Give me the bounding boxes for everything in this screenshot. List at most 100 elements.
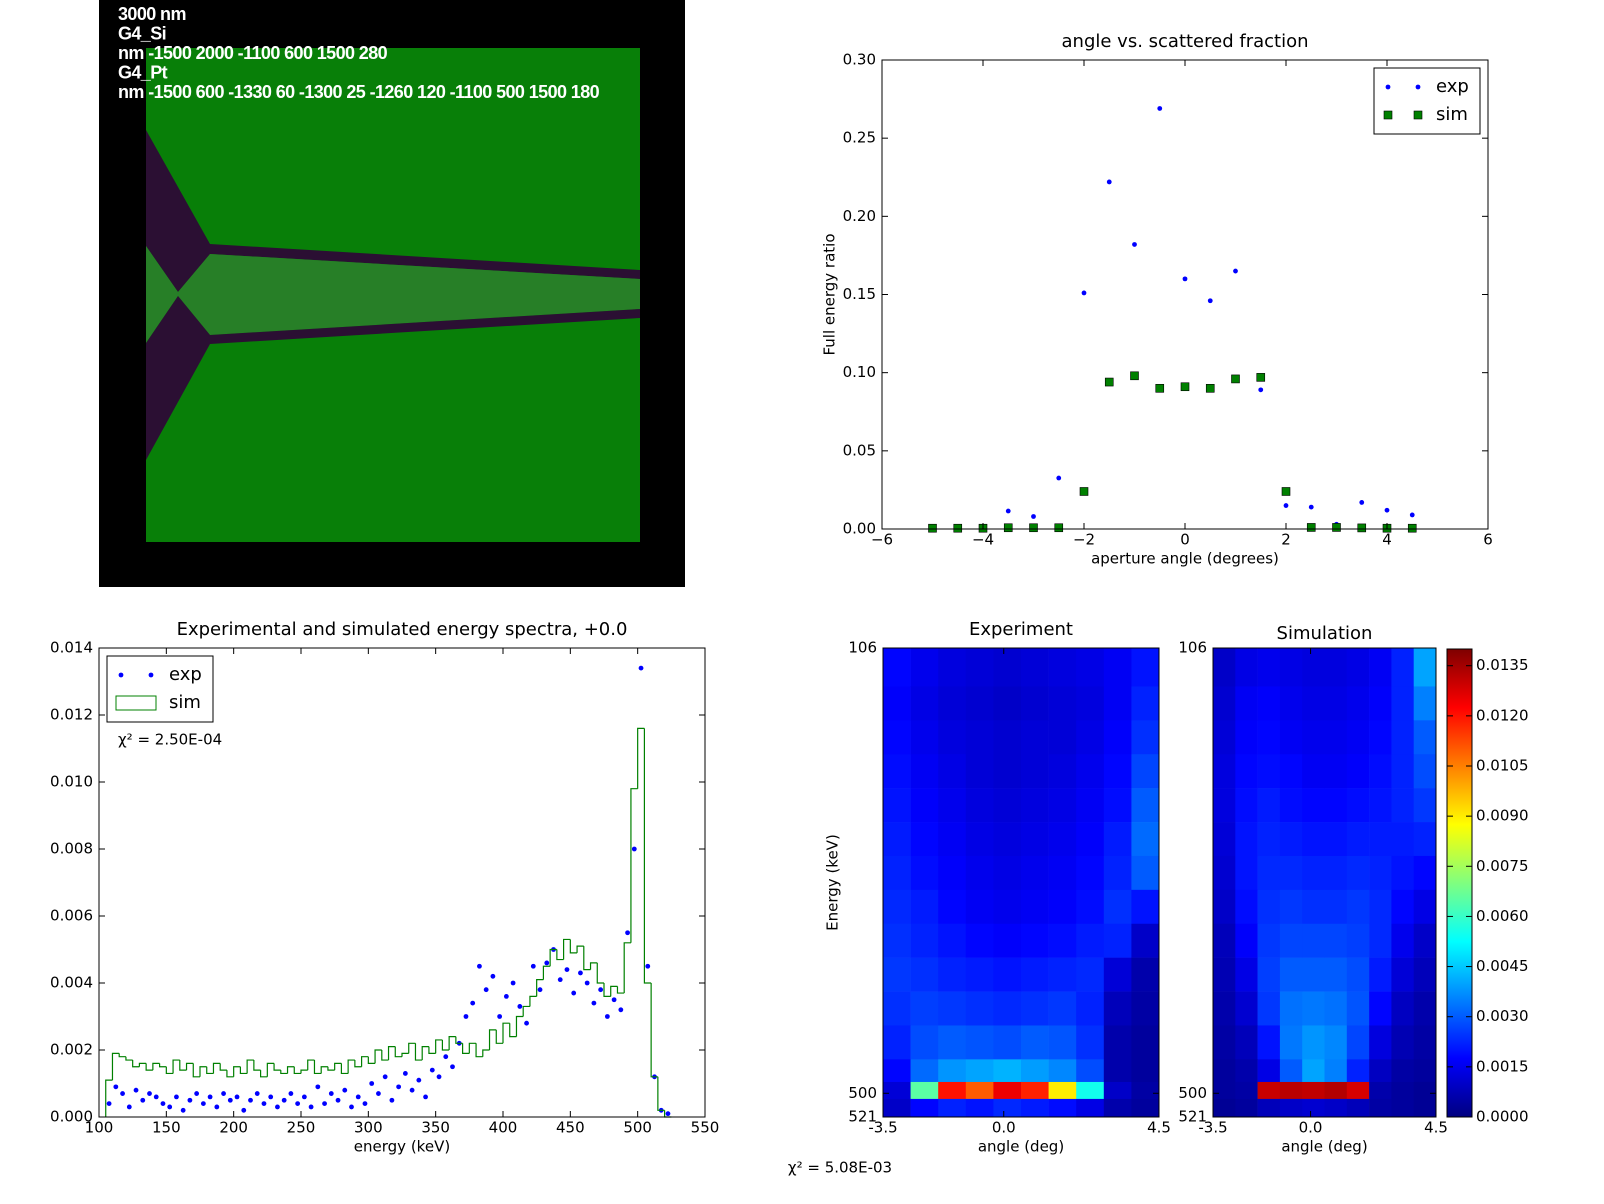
point [147,1091,152,1096]
point [645,963,651,969]
point [928,523,937,533]
colorbar-tick-label: 0.0030 [1476,1007,1529,1025]
point [174,1094,179,1100]
heat-cell [1279,855,1303,891]
heat-cell [1131,788,1160,823]
heat-cell [1413,991,1437,1026]
heat-cell [910,822,939,857]
figure-annotation: χ² = 5.08E-03 [788,1159,892,1177]
heat-cell [1346,889,1370,925]
heat-cell [938,1025,967,1060]
heat-cell [1213,1098,1236,1118]
geometry-label: nm -1500 600 -1330 60 -1300 25 -1260 120… [118,82,600,102]
hist-step [482,1049,490,1057]
point [221,1091,226,1096]
legend-swatch [1415,84,1421,90]
heat-cell [883,991,911,1026]
point [497,1014,503,1019]
heat-cell [993,1098,1022,1118]
heat-cell [1076,1098,1105,1118]
point [1054,523,1064,533]
point [953,523,963,533]
hist-step [448,1036,456,1050]
heat-cell [1076,889,1105,925]
heat-cell [1235,788,1258,823]
colorbar-tick-label: 0.0075 [1476,857,1529,875]
heat-cell [883,889,911,925]
heat-cell [1048,1059,1077,1083]
heat-cell [1235,1059,1258,1083]
point [308,1104,314,1110]
hist-step [367,1056,376,1064]
point [402,1071,408,1076]
heat-cell [965,822,994,857]
legend-label: exp [169,664,202,685]
heat-cell [1279,754,1303,789]
heat-cell [1302,788,1325,823]
hist-step [125,1056,133,1061]
hist-step [549,948,557,967]
heat-cell [993,1059,1022,1083]
heat-cell [1346,686,1370,721]
point [288,1091,294,1096]
heat-cell [993,923,1022,958]
point [625,930,630,936]
heat-cell [1324,648,1348,687]
point [362,1101,368,1106]
hist-step [233,1066,241,1077]
heat-cell [1048,855,1077,891]
hist-step [340,1063,349,1075]
x-axis-label: energy (keV) [354,1138,450,1156]
heat-cell [1103,822,1132,857]
heat-cell [1346,1025,1370,1060]
heat-cell [883,648,911,687]
heat-cell [1302,1098,1325,1118]
heat-cell [1369,1059,1392,1083]
hist-step [347,1059,355,1074]
heat-cell [1413,720,1437,755]
heat-cell [910,889,939,925]
heat-cell [1391,1059,1414,1083]
heat-cell [1369,1098,1392,1118]
y-tick-label: 521 [848,1108,877,1126]
point [463,1014,469,1019]
heat-cell [883,822,911,857]
heat-cell [1213,754,1236,789]
heat-cell [1131,957,1160,992]
heat-cell [1131,923,1160,958]
point [382,1074,388,1080]
point [322,1101,327,1106]
heat-cell [1076,788,1105,823]
heat-cell [1213,991,1236,1026]
hist-step [401,1052,409,1057]
heat-cell [883,855,911,891]
colorbar-tick-label: 0.0135 [1476,656,1529,674]
heat-cell [938,754,967,789]
heat-cell [1076,754,1105,789]
heat-cell [1279,1059,1303,1083]
y-tick-label: 0.004 [50,974,93,992]
heat-cell [1346,648,1370,687]
heat-cell [1391,648,1414,687]
heat-cell [1391,686,1414,721]
heat-cell [1076,1059,1105,1083]
heat-cell [883,754,911,789]
colorbar-tick-label: 0.0105 [1476,757,1529,775]
point [1258,387,1264,393]
point [530,963,536,969]
hist-step [589,962,598,970]
heat-cell [1131,720,1160,755]
heat-cell [938,686,967,721]
heat-cell [1324,1025,1348,1060]
point [349,1104,354,1110]
hist-step [414,1043,423,1061]
hist-step [361,1056,369,1067]
heat-cell [1413,889,1437,925]
point [167,1104,173,1110]
heat-cell [1279,1098,1303,1118]
heat-cell [910,855,939,891]
point [1005,508,1011,514]
heat-cell [883,686,911,721]
point [423,1094,428,1100]
heat-cell [1369,855,1392,891]
